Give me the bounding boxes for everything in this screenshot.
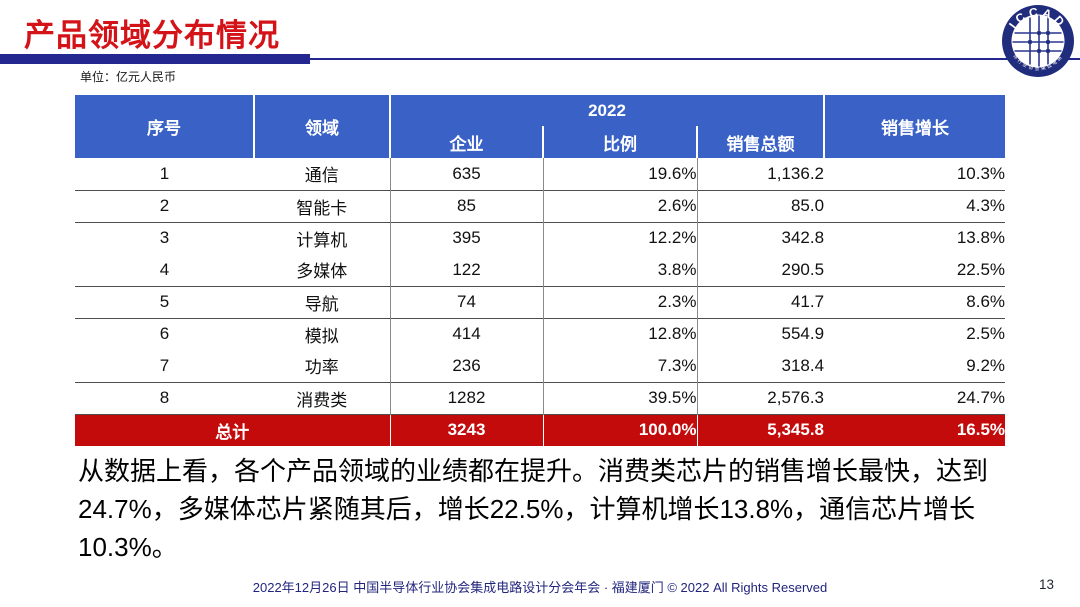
commentary-paragraph: 从数据上看，各个产品领域的业绩都在提升。消费类芯片的销售增长最快，达到 24.7… (78, 452, 1038, 566)
total-sales: 5,345.8 (696, 414, 825, 446)
cell-domain: 模拟 (304, 326, 339, 346)
cell-sales: 41.7 (696, 286, 825, 318)
cell-companies: 414 (389, 318, 544, 350)
cell-growth: 24.7% (956, 388, 1006, 407)
iccad-logo-graphic: ICCAD 中国半导体行业协会集成电路设计分会 (997, 0, 1074, 77)
cell-ratio: 3.8% (657, 259, 697, 279)
cell-sales: 318.4 (696, 350, 825, 382)
cell-ratio: 12.2% (648, 228, 697, 248)
header-row-sub: 企业 比例 销售总额 (75, 126, 1005, 158)
col-header-domain: 领域 (253, 95, 391, 158)
cell-no: 4 (159, 259, 170, 279)
commentary-line-1: 从数据上看，各个产品领域的业绩都在提升。消费类芯片的销售增长最快，达到 (78, 456, 989, 486)
cell-no: 3 (159, 228, 170, 248)
title-underline-thin (310, 58, 1080, 60)
cell-sales: 85.0 (696, 190, 825, 222)
cell-sales: 1,136.2 (696, 158, 825, 190)
cell-no: 7 (159, 355, 170, 375)
cell-domain: 智能卡 (296, 198, 348, 218)
product-distribution-table: 序号 领域 2022 销售增长 企业 比例 销售总额 1 通信 635 19.6… (75, 95, 1006, 446)
cell-domain: 计算机 (296, 230, 348, 250)
cell-ratio: 19.6% (648, 163, 697, 183)
table-row-4: 4 多媒体 122 3.8% 290.5 22.5% (75, 254, 1006, 286)
table-row-8: 8 消费类 1282 39.5% 2,576.3 24.7% (75, 382, 1006, 414)
table-row-7: 7 功率 236 7.3% 318.4 9.2% (75, 350, 1006, 382)
cell-growth: 9.2% (966, 355, 1006, 375)
commentary-line-3: 10.3%。 (78, 532, 178, 562)
table-row-2: 2 智能卡 85 2.6% 85.0 4.3% (75, 190, 1006, 222)
cell-companies: 236 (389, 350, 544, 382)
col-header-ratio: 比例 (543, 126, 698, 158)
cell-no: 6 (159, 324, 170, 344)
cell-no: 5 (159, 292, 170, 311)
cell-domain: 通信 (304, 166, 339, 186)
header-row-top: 序号 领域 2022 销售增长 (75, 95, 1006, 158)
iccad-logo: ICCAD 中国半导体行业协会集成电路设计分会 (997, 0, 1076, 79)
page-title: 产品领域分布情况 (24, 18, 280, 53)
col-header-year: 2022 (390, 95, 826, 126)
cell-domain: 导航 (304, 294, 339, 314)
cell-ratio: 2.3% (657, 292, 697, 311)
table-row-6: 6 模拟 414 12.8% 554.9 2.5% (75, 318, 1005, 350)
cell-sales: 290.5 (696, 254, 825, 286)
col-header-companies: 企业 (390, 126, 544, 158)
cell-sales: 342.8 (696, 222, 825, 254)
cell-growth: 13.8% (956, 228, 1006, 248)
page-number: 13 (1038, 577, 1054, 592)
cell-growth: 8.6% (966, 292, 1006, 311)
cell-growth: 22.5% (956, 259, 1006, 279)
cell-companies: 74 (389, 286, 544, 318)
footer-credit: 2022年12月26日 中国半导体行业协会集成电路设计分会年会 · 福建厦门 ©… (252, 580, 828, 595)
cell-companies: 122 (389, 254, 544, 286)
cell-ratio: 2.6% (657, 196, 697, 215)
cell-ratio: 39.5% (648, 388, 697, 407)
cell-sales: 554.9 (696, 318, 825, 350)
unit-label: 单位：亿元人民币 (80, 70, 177, 84)
cell-no: 2 (159, 196, 170, 215)
col-header-no: 序号 (75, 95, 254, 158)
cell-sales: 2,576.3 (696, 382, 825, 414)
cell-companies: 635 (389, 158, 544, 190)
total-ratio: 100.0% (638, 420, 697, 440)
cell-domain: 消费类 (296, 390, 348, 410)
cell-companies: 85 (389, 190, 544, 222)
total-label: 总计 (215, 422, 250, 442)
col-header-total-sales: 销售总额 (697, 126, 826, 158)
logo-grid-dots (1028, 31, 1050, 53)
title-underline-thick (0, 54, 310, 64)
cell-growth: 10.3% (956, 163, 1006, 183)
cell-domain: 功率 (304, 358, 339, 378)
cell-ratio: 12.8% (648, 324, 697, 344)
commentary-line-2: 24.7%，多媒体芯片紧随其后，增长22.5%，计算机增长13.8%，通信芯片增… (78, 494, 976, 524)
table-row-1: 1 通信 635 19.6% 1,136.2 10.3% (75, 158, 1006, 190)
cell-growth: 4.3% (966, 196, 1006, 215)
cell-ratio: 7.3% (657, 355, 697, 375)
total-companies: 3243 (389, 414, 544, 446)
cell-domain: 多媒体 (296, 262, 348, 282)
cell-companies: 395 (389, 222, 544, 254)
table-row-5: 5 导航 74 2.3% 41.7 8.6% (75, 286, 1006, 318)
table-total-row: 总计 3243 100.0% 5,345.8 16.5% (75, 414, 1006, 446)
cell-no: 8 (159, 388, 170, 407)
col-header-sales-growth: 销售增长 (824, 95, 1006, 158)
cell-companies: 1282 (389, 382, 544, 414)
cell-no: 1 (159, 163, 170, 183)
total-growth: 16.5% (956, 420, 1006, 440)
cell-growth: 2.5% (966, 324, 1006, 344)
table-row-3: 3 计算机 395 12.2% 342.8 13.8% (75, 222, 1005, 254)
